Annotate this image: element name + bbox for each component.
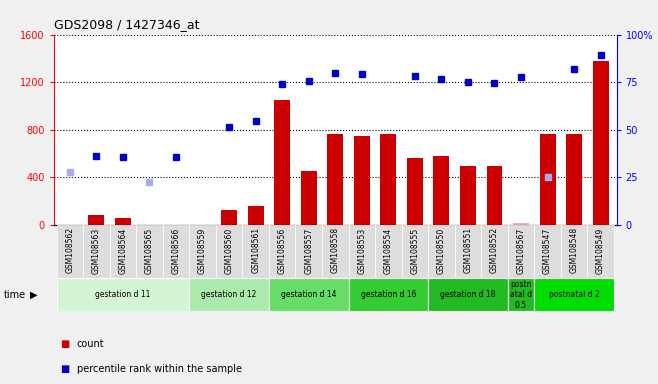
Bar <box>460 166 476 225</box>
Bar <box>534 225 561 278</box>
Text: GSM108556: GSM108556 <box>278 227 287 273</box>
Bar <box>322 225 349 278</box>
Bar <box>57 225 83 278</box>
Text: count: count <box>77 339 105 349</box>
Text: GSM108552: GSM108552 <box>490 227 499 273</box>
Text: time: time <box>3 290 26 300</box>
Bar <box>455 225 481 278</box>
Bar <box>83 225 110 278</box>
Text: GSM108549: GSM108549 <box>596 227 605 273</box>
Text: gestation d 11: gestation d 11 <box>95 290 151 299</box>
Text: ▶: ▶ <box>30 290 38 300</box>
Bar <box>566 134 582 225</box>
Bar <box>428 278 508 311</box>
Bar <box>513 223 529 225</box>
Text: percentile rank within the sample: percentile rank within the sample <box>77 364 242 374</box>
Bar <box>327 134 343 225</box>
Bar <box>540 134 555 225</box>
Bar <box>190 225 216 278</box>
Bar <box>508 278 534 311</box>
Text: GSM108567: GSM108567 <box>517 227 526 273</box>
Text: GSM108548: GSM108548 <box>570 227 578 273</box>
Text: ■: ■ <box>61 339 70 349</box>
Bar <box>88 215 105 225</box>
Text: gestation d 14: gestation d 14 <box>281 290 336 299</box>
Bar <box>115 217 131 225</box>
Bar <box>401 225 428 278</box>
Text: GSM108557: GSM108557 <box>304 227 313 273</box>
Bar <box>163 225 190 278</box>
Text: GSM108564: GSM108564 <box>118 227 128 273</box>
Bar <box>269 225 295 278</box>
Bar <box>216 225 242 278</box>
Text: postnatal d 2: postnatal d 2 <box>549 290 599 299</box>
Bar <box>136 225 163 278</box>
Bar <box>534 278 614 311</box>
Bar <box>349 278 428 311</box>
Text: GDS2098 / 1427346_at: GDS2098 / 1427346_at <box>54 18 199 31</box>
Text: GSM108554: GSM108554 <box>384 227 393 273</box>
Bar <box>561 225 588 278</box>
Text: GSM108566: GSM108566 <box>172 227 180 273</box>
Text: GSM108565: GSM108565 <box>145 227 154 273</box>
Bar <box>588 225 614 278</box>
Bar <box>513 223 529 225</box>
Text: GSM108553: GSM108553 <box>357 227 367 273</box>
Bar <box>407 158 423 225</box>
Bar <box>269 278 349 311</box>
Bar <box>593 61 609 225</box>
Bar <box>221 210 237 225</box>
Text: GSM108558: GSM108558 <box>331 227 340 273</box>
Bar <box>349 225 375 278</box>
Text: ■: ■ <box>61 364 70 374</box>
Bar <box>508 225 534 278</box>
Text: GSM108562: GSM108562 <box>65 227 74 273</box>
Text: GSM108561: GSM108561 <box>251 227 260 273</box>
Bar <box>57 278 190 311</box>
Text: GSM108550: GSM108550 <box>437 227 446 273</box>
Text: postn
atal d
0.5: postn atal d 0.5 <box>510 280 532 310</box>
Text: gestation d 16: gestation d 16 <box>361 290 416 299</box>
Bar <box>247 206 264 225</box>
Text: gestation d 12: gestation d 12 <box>201 290 257 299</box>
Text: GSM108551: GSM108551 <box>463 227 472 273</box>
Bar <box>295 225 322 278</box>
Bar <box>486 166 503 225</box>
Bar <box>242 225 269 278</box>
Text: GSM108560: GSM108560 <box>224 227 234 273</box>
Bar <box>375 225 401 278</box>
Bar <box>434 156 449 225</box>
Text: GSM108559: GSM108559 <box>198 227 207 273</box>
Text: GSM108555: GSM108555 <box>411 227 419 273</box>
Bar <box>380 134 396 225</box>
Bar <box>354 136 370 225</box>
Bar <box>428 225 455 278</box>
Bar <box>190 278 269 311</box>
Bar <box>301 171 316 225</box>
Bar <box>110 225 136 278</box>
Text: gestation d 18: gestation d 18 <box>440 290 495 299</box>
Bar <box>274 100 290 225</box>
Text: GSM108547: GSM108547 <box>543 227 552 273</box>
Text: GSM108563: GSM108563 <box>92 227 101 273</box>
Bar <box>481 225 508 278</box>
